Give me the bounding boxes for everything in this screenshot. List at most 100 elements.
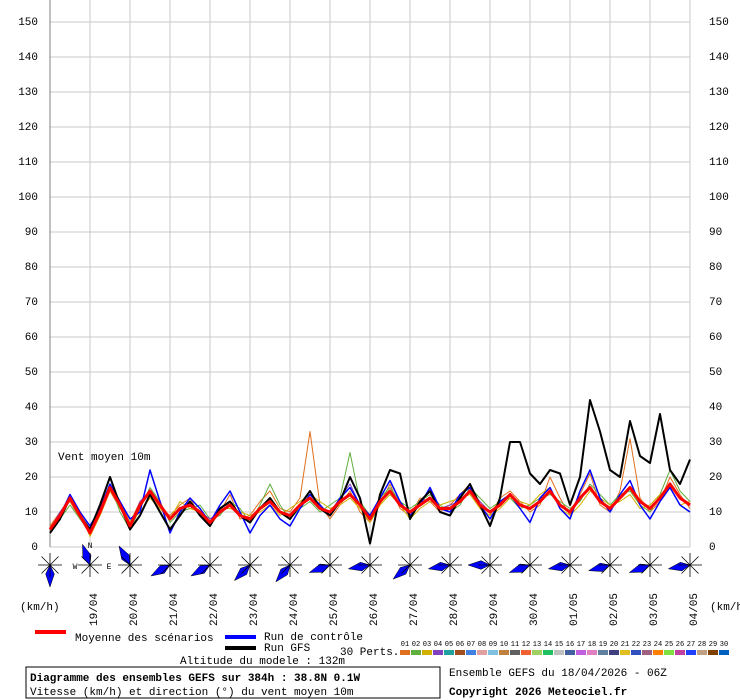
perturbation-number: 01 — [401, 641, 409, 649]
x-tick-label: 26/04 — [369, 593, 381, 626]
perturbation-swatch — [598, 650, 608, 655]
y-tick-label: 20 — [25, 472, 38, 484]
compass-line — [321, 556, 339, 574]
y-tick-label: 130 — [709, 87, 729, 99]
compass-label: N — [88, 542, 93, 551]
perturbation-swatch — [664, 650, 674, 655]
perturbation-swatch — [433, 650, 443, 655]
x-tick-label: 21/04 — [169, 593, 181, 626]
perturbation-number: 10 — [500, 641, 508, 649]
y-tick-label: 140 — [18, 52, 38, 64]
wind-wedge — [392, 564, 411, 580]
compass-line — [441, 556, 459, 574]
perturbation-swatch — [477, 650, 487, 655]
y-tick-label: 60 — [709, 332, 722, 344]
perturbation-number: 18 — [588, 641, 596, 649]
perturbation-number: 27 — [687, 641, 695, 649]
x-tick-label: 27/04 — [409, 593, 421, 626]
y-tick-label: 20 — [709, 472, 722, 484]
perturbation-number: 07 — [467, 641, 475, 649]
perturbation-number: 03 — [423, 641, 431, 649]
compass-line — [281, 556, 299, 574]
perturbation-number: 14 — [544, 641, 552, 649]
perturbation-swatch — [521, 650, 531, 655]
perturbation-swatch — [719, 650, 729, 655]
perturbation-number: 04 — [434, 641, 442, 649]
compass-line — [601, 556, 619, 574]
y-unit-left: (km/h) — [20, 602, 60, 614]
x-tick-label: 25/04 — [329, 593, 341, 626]
wind-wedge — [667, 562, 691, 572]
perturbation-swatch — [620, 650, 630, 655]
perturbation-swatch — [422, 650, 432, 655]
y-tick-label: 140 — [709, 52, 729, 64]
y-tick-label: 0 — [31, 542, 38, 554]
compass-line — [641, 556, 659, 574]
x-tick-label: 24/04 — [289, 593, 301, 626]
box-title: Diagramme des ensembles GEFS sur 384h : … — [30, 673, 360, 685]
y-tick-label: 30 — [25, 437, 38, 449]
wind-wedge — [150, 564, 171, 577]
perturbation-swatch — [587, 650, 597, 655]
perturbation-number: 30 — [720, 641, 728, 649]
altitude: Altitude du modele : 132m — [180, 656, 345, 668]
compass-line — [401, 556, 419, 574]
perturbation-number: 17 — [577, 641, 585, 649]
y-tick-label: 60 — [25, 332, 38, 344]
compass-line — [121, 556, 139, 574]
x-tick-label: 23/04 — [249, 593, 261, 626]
y-tick-label: 90 — [25, 227, 38, 239]
y-unit-right: (km/h) — [710, 602, 740, 614]
perturbation-swatch — [411, 650, 421, 655]
perturbation-swatch — [499, 650, 509, 655]
wind-wedge — [427, 562, 451, 572]
perturbations-label: 30 Perts. — [340, 647, 399, 659]
y-tick-label: 10 — [25, 507, 38, 519]
compass-line — [81, 556, 99, 574]
perturbation-number: 25 — [665, 641, 673, 649]
perturbation-swatch — [675, 650, 685, 655]
perturbation-swatch — [543, 650, 553, 655]
box-subtitle: Vitesse (km/h) et direction (°) du vent … — [30, 687, 354, 699]
y-tick-label: 110 — [18, 157, 38, 169]
wind-wedge — [275, 564, 291, 583]
y-tick-label: 130 — [18, 87, 38, 99]
y-tick-label: 30 — [709, 437, 722, 449]
perturbation-number: 20 — [610, 641, 618, 649]
perturbation-swatch — [576, 650, 586, 655]
copyright: Copyright 2026 Meteociel.fr — [449, 687, 627, 699]
perturbation-number: 09 — [489, 641, 497, 649]
x-tick-label: 22/04 — [209, 593, 221, 626]
legend-label: Run GFS — [264, 643, 311, 655]
perturbation-swatch — [532, 650, 542, 655]
y-tick-label: 90 — [709, 227, 722, 239]
perturbation-number: 13 — [533, 641, 541, 649]
perturbation-swatch — [609, 650, 619, 655]
perturbation-swatch — [400, 650, 410, 655]
perturbation-number: 24 — [654, 641, 662, 649]
x-tick-label: 03/05 — [649, 593, 661, 626]
run-info: Ensemble GEFS du 18/04/2026 - 06Z — [449, 668, 667, 680]
perturbation-swatch — [708, 650, 718, 655]
y-tick-label: 150 — [18, 17, 38, 29]
perturbation-number: 02 — [412, 641, 420, 649]
y-tick-label: 120 — [18, 122, 38, 134]
perturbation-number: 29 — [709, 641, 717, 649]
perturbation-number: 23 — [643, 641, 651, 649]
compass-line — [201, 556, 219, 574]
annotation: Vent moyen 10m — [58, 452, 151, 464]
perturbation-number: 11 — [511, 641, 519, 649]
perturbation-swatch — [466, 650, 476, 655]
legend-label: Run de contrôle — [264, 632, 363, 644]
compass-line — [361, 556, 379, 574]
perturbation-number: 06 — [456, 641, 464, 649]
x-tick-label: 30/04 — [529, 593, 541, 626]
x-tick-label: 01/05 — [569, 593, 581, 626]
y-tick-label: 40 — [25, 402, 38, 414]
x-tick-label: 28/04 — [449, 593, 461, 626]
compass-line — [521, 556, 539, 574]
x-tick-label: 29/04 — [489, 593, 501, 626]
compass-line — [681, 556, 699, 574]
perturbation-number: 22 — [632, 641, 640, 649]
